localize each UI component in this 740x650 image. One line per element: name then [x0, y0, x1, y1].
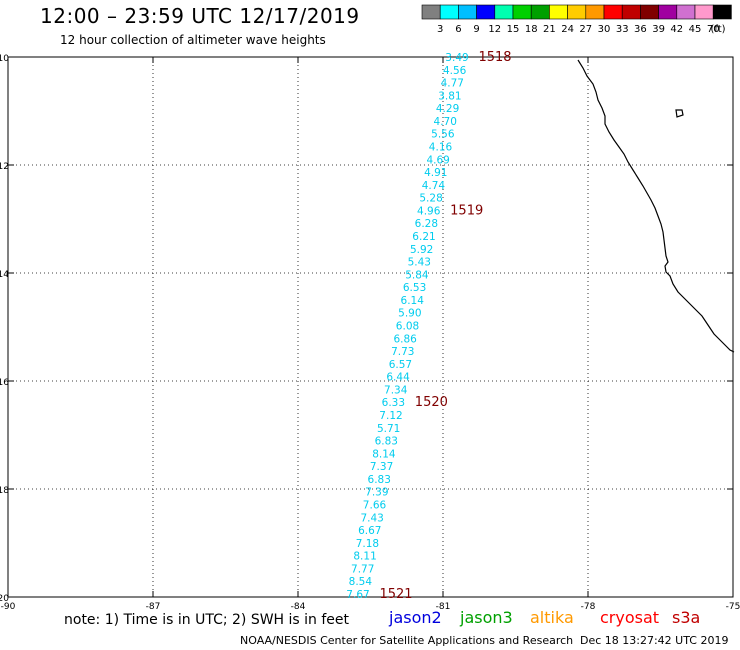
wave-height-value: 8.54 [349, 576, 373, 588]
wave-height-value: 5.84 [405, 269, 429, 281]
wave-height-value: 5.43 [408, 257, 431, 269]
wave-height-value: 4.56 [443, 65, 467, 77]
lat-tick-label: -14 [0, 270, 9, 280]
colorbar-unit: (ft) [710, 24, 725, 35]
wave-height-value: 6.53 [403, 282, 426, 294]
colorbar-label: 6 [455, 24, 461, 35]
colorbar-label: 30 [598, 24, 611, 35]
wave-height-value: 7.43 [360, 512, 383, 524]
wave-height-value: 7.39 [365, 487, 388, 499]
time-label: 1520 [415, 395, 448, 410]
satellite-altika: altika [530, 608, 574, 627]
wave-height-value: 5.71 [377, 423, 400, 435]
colorbar-label: 33 [616, 24, 629, 35]
wave-height-value: 4.77 [441, 78, 464, 90]
colorbar-label: 45 [689, 24, 702, 35]
wave-height-value: 6.08 [396, 321, 419, 333]
colorbar-label: 15 [507, 24, 520, 35]
colorbar-label: 12 [488, 24, 501, 35]
note-text: note: 1) Time is in UTC; 2) SWH is in fe… [64, 612, 350, 628]
satellite-s3a: s3a [672, 608, 701, 627]
time-label: 1519 [450, 203, 483, 218]
satellite-jason2: jason2 [389, 608, 442, 627]
wave-height-value: 7.12 [379, 410, 402, 422]
wave-height-value: 4.16 [429, 142, 453, 154]
map-title: 12:00 – 23:59 UTC 12/17/2019 [40, 4, 360, 28]
wave-height-value: 7.67 [346, 589, 369, 601]
colorbar-label: 36 [634, 24, 647, 35]
wave-height-value: 8.14 [372, 448, 396, 460]
wave-height-value: 4.91 [424, 167, 447, 179]
colorbar-label: 70 [707, 24, 720, 35]
wave-height-value: 6.28 [415, 218, 438, 230]
wave-height-value: 5.56 [431, 129, 455, 141]
wave-height-value: 6.67 [358, 525, 381, 537]
colorbar-label: 24 [561, 24, 574, 35]
wave-height-value: 6.57 [389, 359, 412, 371]
wave-height-value: 5.28 [419, 193, 442, 205]
map-frame [7, 56, 734, 598]
lat-lon-grid: -90 -87 -84 -81 -78 -75 -10 -12 -14 -16 -18 -20 [0, 54, 740, 612]
wave-height-value: 4.29 [436, 103, 459, 115]
lon-tick-label: -75 [726, 602, 740, 612]
island [675, 109, 684, 118]
wave-height-value: 4.70 [434, 116, 457, 128]
wave-height-value: 3.81 [438, 90, 461, 102]
lat-tick-label: -18 [0, 486, 9, 496]
credit-text: NOAA/NESDIS Center for Satellite Applica… [240, 634, 574, 647]
wave-height-value: 4.69 [426, 154, 449, 166]
wave-height-value: 6.83 [375, 436, 398, 448]
wave-height-track: 3.494.564.773.814.294.705.564.164.694.91… [346, 52, 468, 601]
colorbar-label: 21 [543, 24, 556, 35]
wave-height-value: 7.77 [351, 563, 374, 575]
wave-height-value: 4.74 [422, 180, 446, 192]
time-label: 1521 [379, 587, 412, 602]
colorbar-label: 42 [670, 24, 683, 35]
wave-height-value: 8.11 [353, 551, 376, 563]
lon-tick-label: -87 [146, 602, 161, 612]
lat-tick-label: -10 [0, 54, 9, 64]
wave-height-value: 6.83 [368, 474, 391, 486]
timestamp-text: Dec 18 13:27:42 UTC 2019 [580, 634, 729, 647]
peru-coastline [577, 59, 735, 353]
satellite-jason3: jason3 [460, 608, 513, 627]
time-label: 1518 [478, 50, 511, 65]
wave-height-value: 3.49 [445, 52, 468, 64]
colorbar-label: 39 [652, 24, 665, 35]
satellite-cryosat: cryosat [600, 608, 660, 627]
wave-height-value: 7.73 [391, 346, 414, 358]
colorbar-label: 27 [579, 24, 592, 35]
lat-tick-label: -16 [0, 378, 9, 388]
colorbar-label: 3 [437, 24, 443, 35]
wave-height-value: 5.90 [398, 308, 421, 320]
wave-height-value: 6.21 [412, 231, 435, 243]
colorbar-label: 18 [525, 24, 538, 35]
colorbar-swatch [712, 4, 732, 20]
wave-height-value: 7.37 [370, 461, 393, 473]
lon-tick-label: -90 [1, 602, 16, 612]
wave-height-value: 6.14 [401, 295, 425, 307]
wave-height-value: 6.86 [393, 333, 417, 345]
wave-height-value: 4.96 [417, 205, 441, 217]
wave-height-value: 6.44 [386, 372, 410, 384]
wave-height-value: 6.33 [382, 397, 405, 409]
time-labels: 1518 1519 1520 1521 [379, 50, 511, 602]
map-subtitle: 12 hour collection of altimeter wave hei… [60, 33, 326, 47]
colorbar-label: 9 [473, 24, 479, 35]
wave-height-value: 7.66 [363, 500, 387, 512]
lon-tick-label: -84 [291, 602, 306, 612]
wave-height-value: 5.92 [410, 244, 433, 256]
wave-height-value: 7.18 [356, 538, 379, 550]
lat-tick-label: -12 [0, 162, 9, 172]
lon-tick-label: -81 [436, 602, 451, 612]
lat-tick-label: -20 [0, 594, 9, 604]
coastline [577, 59, 735, 353]
color-scale-legend: 3 6 9 12 15 18 21 24 27 30 33 36 39 42 45 70(ft) [421, 4, 732, 35]
wave-height-value: 7.34 [384, 384, 408, 396]
lon-tick-label: -78 [581, 602, 596, 612]
